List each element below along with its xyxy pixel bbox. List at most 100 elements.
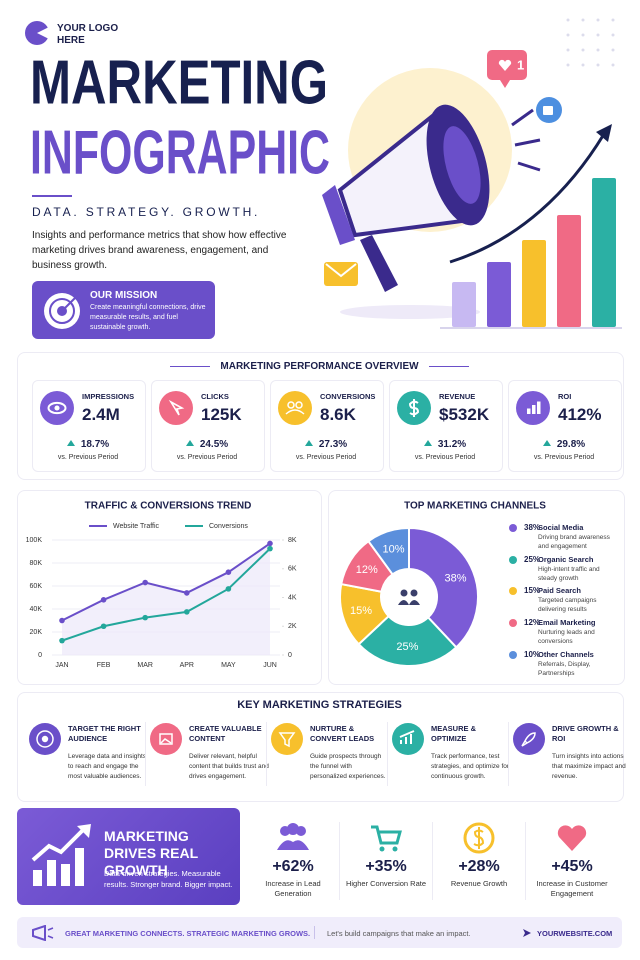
logo-cut [37,27,49,39]
kpi-icon [397,391,431,425]
hole-icon [400,589,408,597]
legend-value: 15% [524,586,541,595]
kpi-change: 18.7% [32,439,144,450]
kpi-card [151,380,265,472]
y-tick-label: 20K [30,629,43,636]
legend-desc: Referrals, Display, Partnerships [538,661,591,677]
y-tick-label: 80K [30,560,43,567]
kpi-change-text: 27.3% [318,439,348,450]
strategy-text: Deliver relevant, helpful content that b… [189,753,269,780]
strategy-text: Guide prospects through the funnel with … [310,753,386,780]
icon-bg [392,723,424,755]
growth-box: MARKETING DRIVES REAL GROWTH Data-driven… [17,808,240,905]
glyph [537,401,541,414]
legend-dot [509,587,517,595]
y2-tick-label: 8K [288,537,297,544]
x-tick-label: MAY [221,662,236,669]
y2-tick-label: 0 [288,652,292,659]
kpi-label: REVENUE [439,392,476,401]
chart-title: TRAFFIC & CONVERSIONS TREND [85,501,252,512]
hole-icon [398,600,420,605]
point [100,623,107,630]
y-tick-label: 0 [38,652,42,659]
badge-count: 1 [517,57,524,72]
description: Insights and performance metrics that sh… [32,230,287,271]
kpi-icon [516,391,550,425]
glyph [295,401,303,409]
legend-dot [509,524,517,532]
point [225,569,232,575]
kpi-label: ROI [558,392,572,401]
series-line [61,547,271,642]
mission-icon [44,293,80,329]
stat-label: Revenue Growth [450,879,508,888]
legend-value: 38% [524,523,541,532]
badge-heart [498,59,512,71]
mission-box: OUR MISSION Create meaningful connection… [32,281,215,339]
legend-name: Email Marketing [538,618,596,627]
kpi-label: IMPRESSIONS [82,392,135,401]
kpi-note: vs. Previous Period [176,454,238,461]
glyph [278,732,296,748]
x-tick-label: JUN [263,662,277,669]
y-tick-label: 100K [26,537,43,544]
bars-art [440,124,622,329]
legend-name: Paid Search [538,586,581,595]
icon-bg [159,391,193,425]
strategy-title: NURTURE & CONVERT LEADS [310,724,375,743]
divider [266,722,267,786]
y-tick-label: 60K [30,583,43,590]
legend-desc: High-intent traffic and steady growth [538,566,600,582]
legend-value: 12% [524,618,541,627]
kpi-value: 412% [558,405,602,424]
footer-right: YOURWEBSITE.COM [537,929,613,938]
legend-label: Website Traffic [113,523,160,530]
kpi-note: vs. Previous Period [295,454,357,461]
slice-label: 25% [396,641,418,653]
stat-label: Increase in Customer Engagement [536,879,608,898]
kpi-card [508,380,622,472]
stat-value: +62% [272,858,314,875]
strategy-icon [150,723,182,755]
kpi-icon [40,391,74,425]
shadow [340,305,480,319]
footer-arrow [523,929,531,937]
x-tick-label: MAR [137,662,153,669]
envelope-flap [325,263,357,278]
stat-value: +35% [365,858,407,875]
footer-left: GREAT MARKETING CONNECTS. STRATEGIC MARK… [65,929,311,938]
glyph [399,730,415,744]
footer: GREAT MARKETING CONNECTS. STRATEGIC MARK… [17,917,622,948]
strategy-title: CREATE VALUABLE CONTENT [189,724,262,743]
stat-value: +28% [458,858,500,875]
kpi-value: 8.6K [320,405,356,424]
area [62,543,270,655]
kpi-card [270,380,384,472]
glyph [371,825,402,845]
y2-tick-label: 6K [288,566,297,573]
footer-sep [314,926,315,939]
dots [566,18,615,67]
up-arrow [66,440,75,446]
kpi-card [32,380,146,472]
legend-value: 10% [524,650,541,659]
stat-label: Higher Conversion Rate [345,879,427,888]
legend-name: Organic Search [538,555,594,564]
kpi-change: 24.5% [151,439,263,450]
strategy-icon [392,723,424,755]
stat-icon [463,822,495,854]
mission-title: OUR MISSION [90,290,158,301]
strategy-icon [513,723,545,755]
pie-chart: TOP MARKETING CHANNELS 38% 25% 15% 12% 10% [339,501,546,667]
glyph [168,399,185,416]
glyph [392,846,398,852]
badge-tail [500,80,510,88]
stat-icon [557,825,587,851]
slice [408,526,479,649]
legend-desc: Nurturing leads and conversions [538,629,595,645]
glyph [557,825,587,851]
up-arrow [423,440,432,446]
legend-name: Other Channels [538,650,594,659]
strategy-title: DRIVE GROWTH & ROI [552,724,619,743]
megaphone [322,104,541,292]
